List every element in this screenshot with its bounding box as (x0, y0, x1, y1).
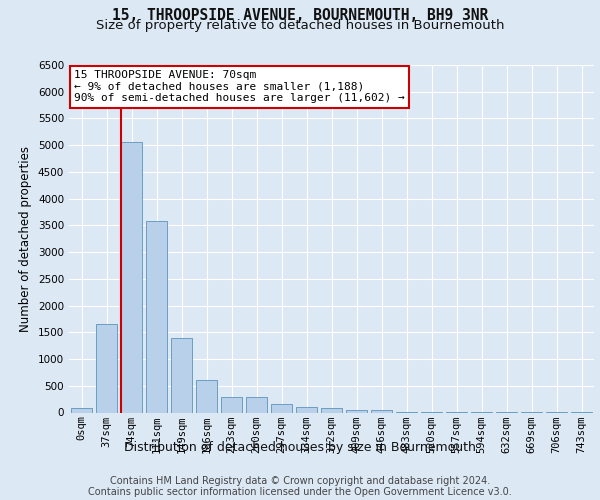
Bar (321, 408, 342, 412)
Bar (146, 221, 167, 412)
Text: Contains public sector information licensed under the Open Government Licence v3: Contains public sector information licen… (88, 487, 512, 497)
Bar (196, 380, 217, 412)
Text: 15 THROOPSIDE AVENUE: 70sqm
← 9% of detached houses are smaller (1,188)
90% of s: 15 THROOPSIDE AVENUE: 70sqm ← 9% of deta… (74, 70, 405, 103)
Text: Size of property relative to detached houses in Bournemouth: Size of property relative to detached ho… (96, 19, 504, 32)
Text: Distribution of detached houses by size in Bournemouth: Distribution of detached houses by size … (124, 441, 476, 454)
Bar (371, 410, 392, 412)
Bar (96, 324, 117, 412)
Bar (271, 404, 292, 412)
Bar (121, 142, 142, 412)
Bar (171, 338, 192, 412)
Bar (346, 410, 367, 412)
Text: 15, THROOPSIDE AVENUE, BOURNEMOUTH, BH9 3NR: 15, THROOPSIDE AVENUE, BOURNEMOUTH, BH9 … (112, 8, 488, 22)
Y-axis label: Number of detached properties: Number of detached properties (19, 146, 32, 332)
Bar (71, 408, 92, 412)
Bar (221, 396, 242, 412)
Bar (246, 397, 267, 412)
Bar (296, 406, 317, 412)
Text: Contains HM Land Registry data © Crown copyright and database right 2024.: Contains HM Land Registry data © Crown c… (110, 476, 490, 486)
